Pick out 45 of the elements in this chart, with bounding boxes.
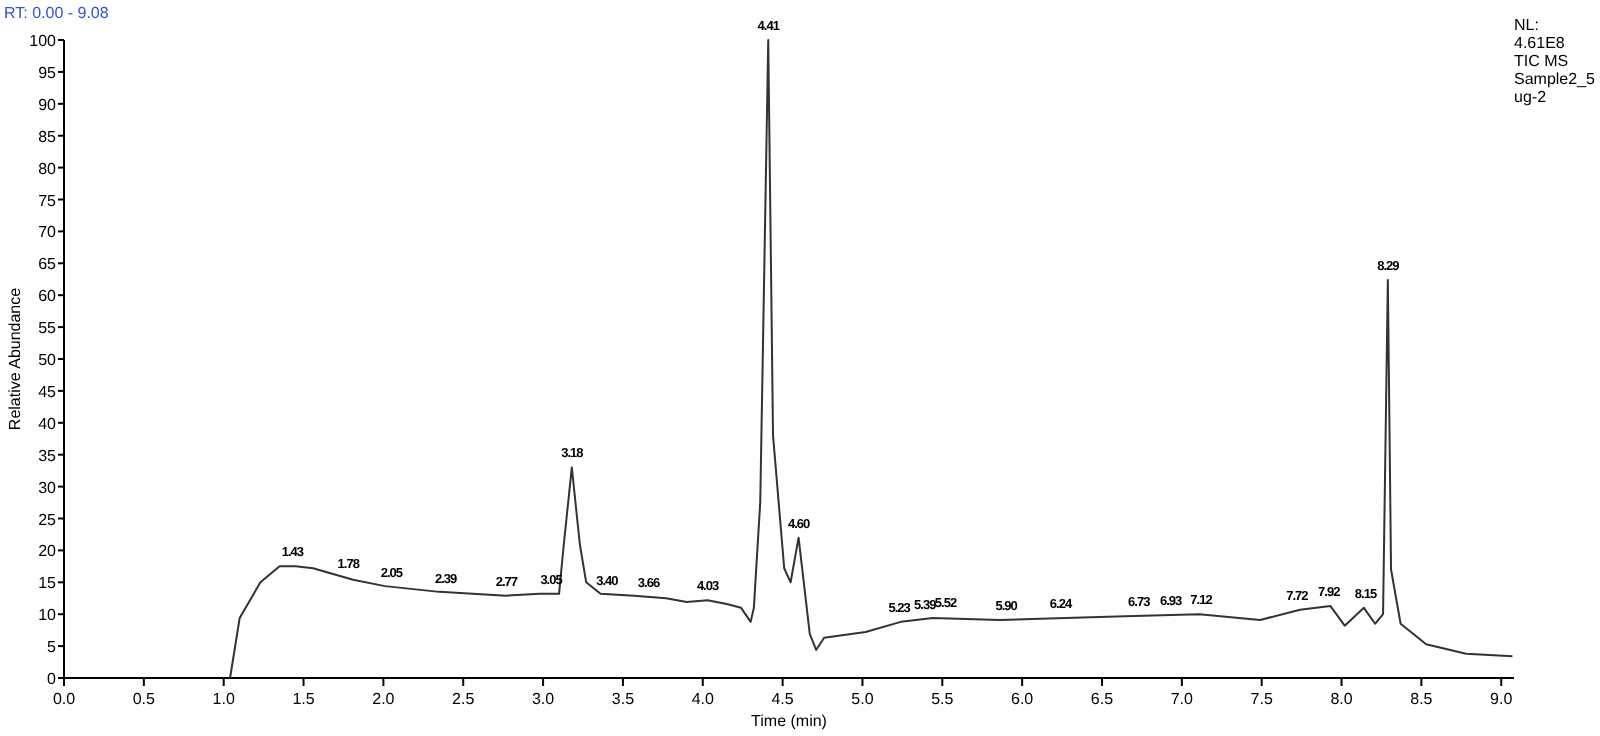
line-series	[229, 39, 1514, 679]
x-tick-label: 1.0	[212, 690, 236, 708]
text: NL: 4.61E8 TIC MS Sample2_5 ug-2	[1514, 16, 1597, 106]
y-tick-label: 60	[38, 287, 58, 306]
y-tick-label: 75	[38, 191, 58, 210]
x-tick-label: 2.0	[372, 690, 396, 708]
x-tick-label: 9.0	[1490, 690, 1514, 708]
y-tick-label: 15	[38, 574, 58, 593]
x-tick-label: 3.0	[531, 690, 556, 708]
text: RT: 0.00 - 9.08	[4, 4, 110, 22]
y-tick-label: 5	[47, 638, 58, 657]
x-tick-label: 6.0	[1011, 690, 1035, 708]
y-tick-label: 40	[38, 414, 58, 433]
x-tick-label: 8.0	[1330, 690, 1354, 708]
x-tick-label: 3.5	[611, 690, 636, 708]
x-tick-label: 4.5	[771, 690, 795, 708]
y-tick-label: 30	[38, 478, 58, 497]
y-tick-label: 100	[29, 32, 58, 50]
y-axis-title: Relative Abundance	[6, 286, 24, 431]
x-tick-label: 5.0	[851, 690, 875, 708]
y-tick-label: 20	[38, 542, 58, 561]
x-tick-label: 8.5	[1410, 690, 1434, 708]
y-tick-label: 65	[38, 255, 58, 274]
x-tick-label: 6.5	[1090, 690, 1115, 708]
x-tick-label: 7.5	[1250, 690, 1274, 708]
x-tick-label: 0.0	[52, 690, 77, 708]
y-tick-label: 70	[38, 223, 58, 242]
x-tick-label: 7.0	[1170, 690, 1195, 708]
y-tick-label: 10	[38, 606, 58, 625]
x-tick-label: 5.5	[931, 690, 955, 708]
x-tick-label: 1.5	[292, 690, 316, 708]
x-tick-label: 0.5	[132, 690, 157, 708]
y-tick-label: 45	[38, 382, 58, 401]
y-tick-label: 80	[38, 159, 58, 178]
y-tick-label: 95	[38, 63, 58, 82]
y-tick-label: 0	[47, 670, 58, 688]
x-tick-label: 2.5	[452, 690, 476, 708]
y-tick-label: 25	[38, 510, 58, 529]
x-tick-label: 4.0	[691, 690, 715, 708]
y-tick-label: 50	[38, 351, 58, 369]
y-tick-label: 35	[38, 446, 58, 465]
x-axis-title: Time (min)	[751, 712, 828, 730]
y-tick-label: 85	[38, 127, 58, 146]
y-tick-label: 55	[38, 319, 58, 338]
y-tick-label: 90	[38, 95, 58, 114]
